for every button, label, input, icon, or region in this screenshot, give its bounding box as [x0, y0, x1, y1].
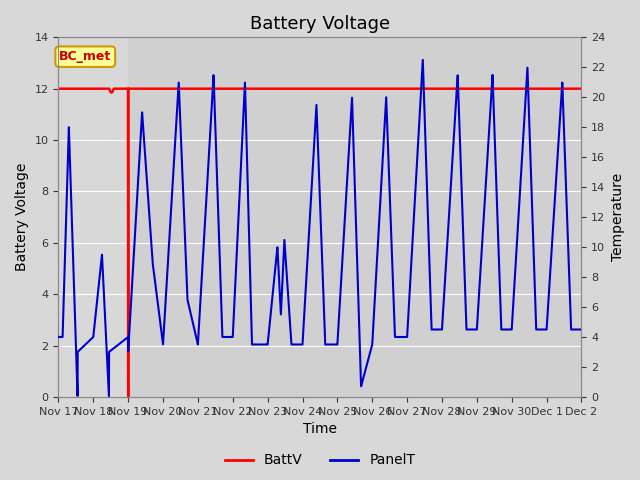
- X-axis label: Time: Time: [303, 422, 337, 436]
- Y-axis label: Temperature: Temperature: [611, 173, 625, 261]
- Text: BC_met: BC_met: [59, 50, 111, 63]
- Bar: [128, 37, 582, 397]
- Legend: BattV, PanelT: BattV, PanelT: [220, 448, 420, 473]
- Y-axis label: Battery Voltage: Battery Voltage: [15, 163, 29, 271]
- Title: Battery Voltage: Battery Voltage: [250, 15, 390, 33]
